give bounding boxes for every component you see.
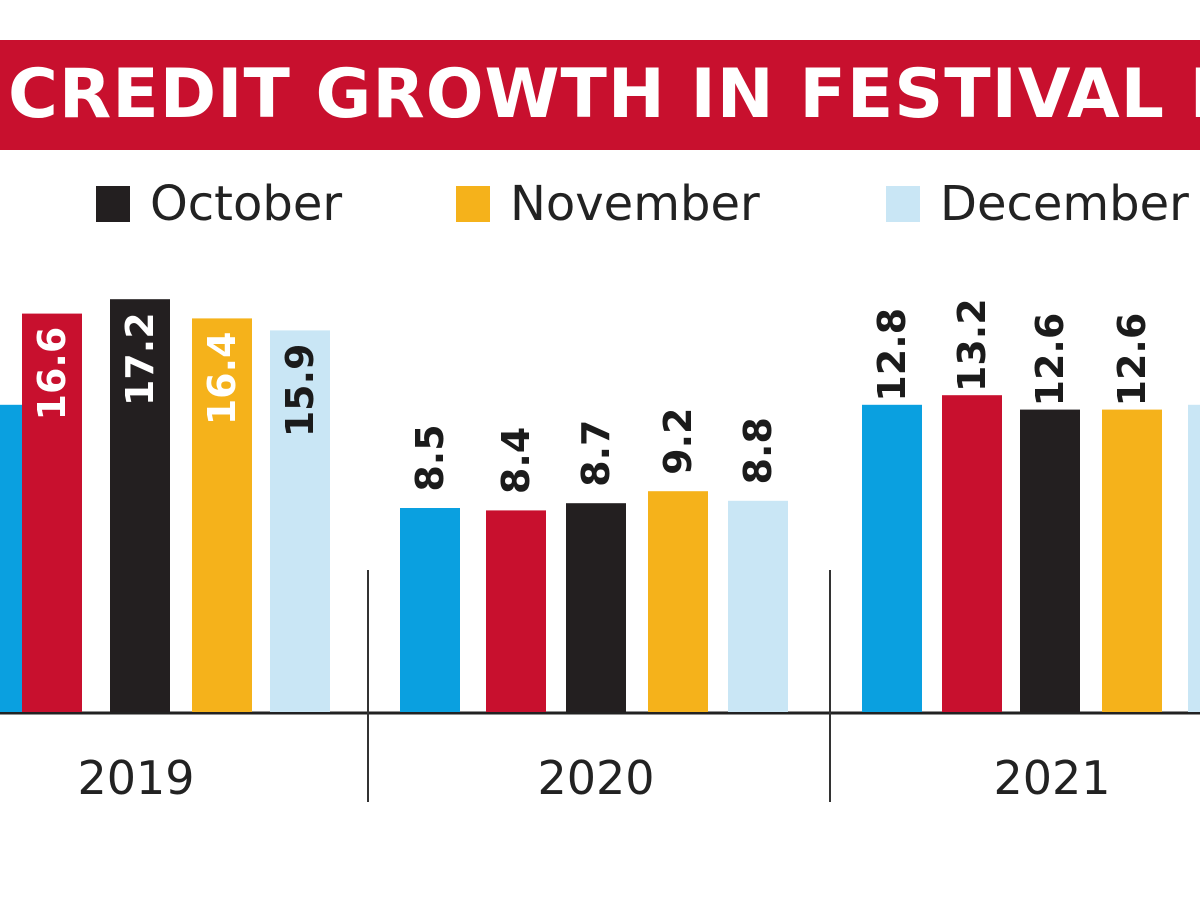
group-label-2019: 2019 — [77, 751, 194, 805]
group-label-2021: 2021 — [993, 751, 1110, 805]
bar-2021-4 — [1102, 409, 1162, 712]
data-label-2020-1: 8.5 — [408, 424, 452, 491]
bar-2021-1 — [862, 404, 922, 712]
data-label-2019-3: 17.2 — [118, 312, 162, 406]
legend-label-december: December — [940, 176, 1189, 232]
data-label-2020-4: 9.2 — [656, 408, 700, 475]
data-label-2020-2: 8.4 — [494, 427, 538, 494]
title-band: CREDIT GROWTH IN FESTIVAL MONT — [0, 40, 1200, 150]
chart-title: CREDIT GROWTH IN FESTIVAL MONT — [8, 55, 1200, 134]
data-label-2021-1: 12.8 — [870, 308, 914, 402]
bar-2020-4 — [648, 491, 708, 712]
bar-2019-5 — [270, 330, 330, 712]
legend-label-november: November — [510, 176, 760, 232]
group-label-2020: 2020 — [537, 751, 654, 805]
bar-2019-2 — [22, 313, 82, 712]
legend-swatch-october — [96, 186, 130, 222]
legend-swatch-november — [456, 186, 490, 222]
data-label-2019-4: 16.4 — [200, 332, 244, 426]
bar-2020-2 — [486, 510, 546, 712]
bar-2019-4 — [192, 318, 252, 712]
legend-swatch-december — [886, 186, 920, 222]
bar-2021-3 — [1020, 409, 1080, 712]
bar-2020-1 — [400, 508, 460, 712]
data-label-2021-2: 13.2 — [950, 298, 994, 392]
data-label-2021-3: 12.6 — [1028, 313, 1072, 407]
bar-2021-5 — [1188, 404, 1200, 712]
legend-label-october: October — [150, 176, 343, 232]
data-label-2019-2: 16.6 — [30, 327, 74, 421]
bar-2020-5 — [728, 500, 788, 712]
bar-2020-3 — [566, 503, 626, 712]
bar-2021-2 — [942, 395, 1002, 712]
data-label-2020-3: 8.7 — [574, 420, 618, 487]
bar-2019-3 — [110, 299, 170, 712]
data-label-2021-4: 12.6 — [1110, 313, 1154, 407]
data-label-2019-5: 15.9 — [278, 344, 322, 438]
data-label-2020-5: 8.8 — [736, 417, 780, 484]
